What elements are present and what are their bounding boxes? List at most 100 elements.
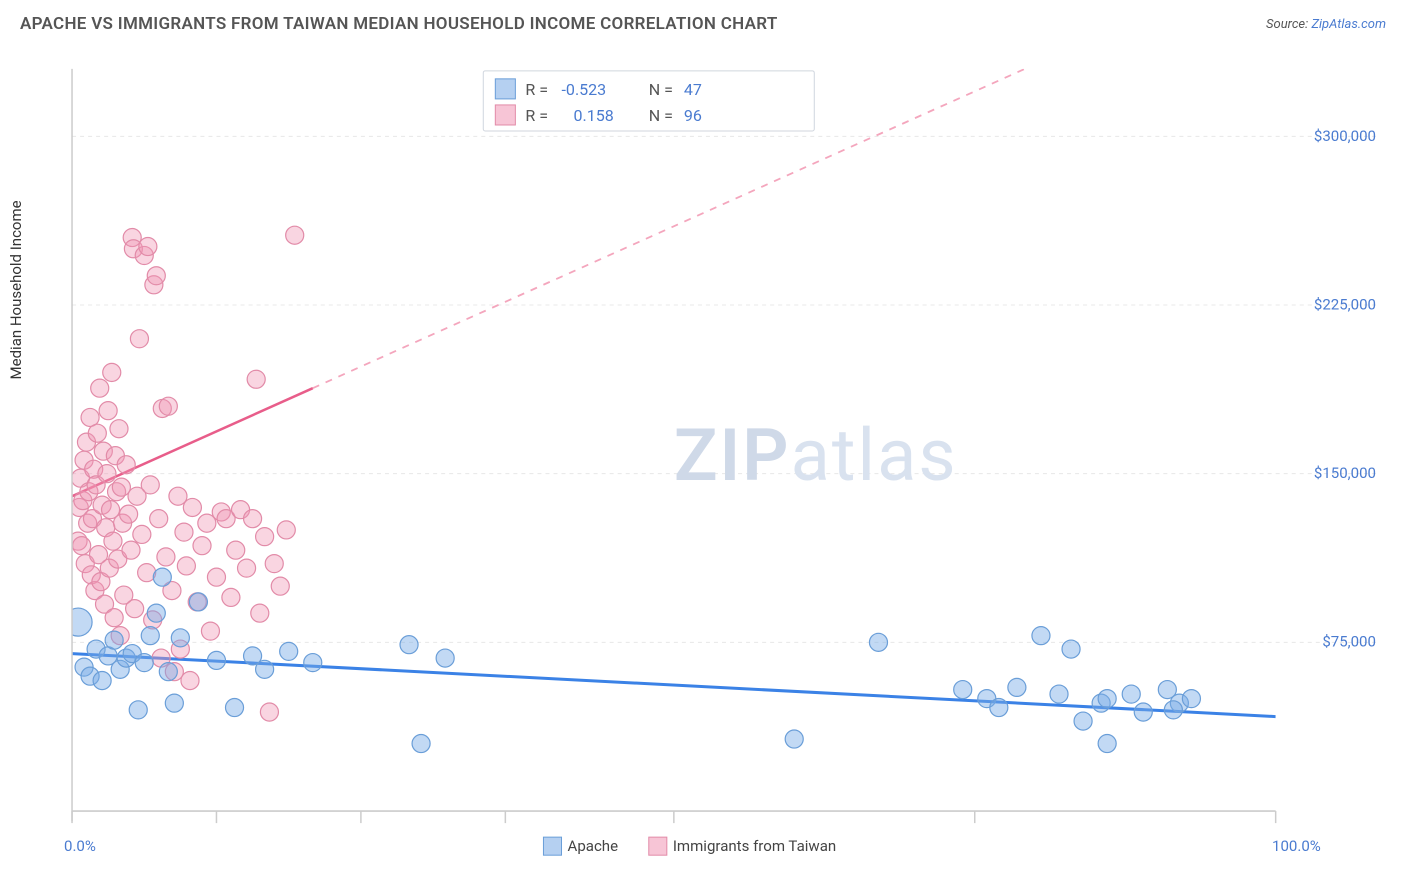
data-point [1008, 678, 1026, 696]
data-point [1164, 701, 1182, 719]
data-point [193, 537, 211, 555]
data-point [99, 402, 117, 420]
data-point [120, 505, 138, 523]
data-point [1182, 690, 1200, 708]
data-point [238, 559, 256, 577]
data-point [165, 694, 183, 712]
data-point [286, 226, 304, 244]
x-tick-min: 0.0% [64, 837, 96, 855]
data-point [88, 424, 106, 442]
svg-text:$75,000: $75,000 [1322, 633, 1376, 651]
data-point [175, 523, 193, 541]
data-point [98, 465, 116, 483]
data-point [1032, 627, 1050, 645]
data-point [1134, 703, 1152, 721]
data-point [222, 588, 240, 606]
data-point [110, 420, 128, 438]
data-point [869, 633, 887, 651]
data-point [256, 660, 274, 678]
r-value-apache: -0.523 [562, 80, 607, 99]
legend-label-taiwan: Immigrants from Taiwan [673, 837, 836, 855]
data-point [171, 629, 189, 647]
svg-text:N =: N = [649, 80, 673, 99]
data-point [91, 379, 109, 397]
scatter-plot: ZIPatlas $75,000 $150,000 $225,000 $ [62, 48, 1386, 872]
data-point [129, 701, 147, 719]
data-point [207, 568, 225, 586]
data-point [122, 541, 140, 559]
legend-swatch-apache [543, 837, 561, 855]
source-attribution: Source: ZipAtlas.com [1266, 17, 1386, 32]
data-point [225, 699, 243, 717]
chart-header: APACHE VS IMMIGRANTS FROM TAIWAN MEDIAN … [0, 0, 1406, 42]
data-point [157, 548, 175, 566]
y-tick-labels: $75,000 $150,000 $225,000 $300,000 [1314, 127, 1376, 651]
data-point [93, 672, 111, 690]
data-point [277, 521, 295, 539]
data-point [400, 636, 418, 654]
legend-label-apache: Apache [568, 837, 619, 855]
legend-swatch-taiwan [649, 837, 667, 855]
series-legend: Apache Immigrants from Taiwan [543, 837, 836, 855]
data-point [150, 510, 168, 528]
data-point [990, 699, 1008, 717]
data-point [181, 672, 199, 690]
data-point [1122, 685, 1140, 703]
data-point [256, 528, 274, 546]
data-point [147, 604, 165, 622]
data-point [265, 555, 283, 573]
data-point [247, 370, 265, 388]
chart-title: APACHE VS IMMIGRANTS FROM TAIWAN MEDIAN … [20, 14, 778, 34]
data-point [1050, 685, 1068, 703]
data-point [260, 703, 278, 721]
data-point [73, 537, 91, 555]
svg-text:R =: R = [525, 80, 548, 99]
data-point [177, 557, 195, 575]
data-point [436, 649, 454, 667]
source-link[interactable]: ZipAtlas.com [1311, 17, 1386, 32]
data-point [271, 577, 289, 595]
data-point [412, 735, 430, 753]
data-point [153, 568, 171, 586]
svg-text:R =: R = [525, 106, 548, 125]
data-point [103, 363, 121, 381]
data-point [251, 604, 269, 622]
n-value-apache: 47 [684, 80, 702, 99]
data-point [244, 510, 262, 528]
data-point [126, 600, 144, 618]
svg-text:$150,000: $150,000 [1314, 464, 1376, 482]
x-ticks [72, 811, 1276, 823]
data-point [785, 730, 803, 748]
data-point [112, 478, 130, 496]
data-point [159, 663, 177, 681]
data-point [64, 608, 92, 636]
svg-text:$225,000: $225,000 [1314, 296, 1376, 314]
x-tick-max: 100.0% [1272, 837, 1321, 855]
data-point [147, 267, 165, 285]
data-point [201, 622, 219, 640]
data-point [1098, 735, 1116, 753]
data-point [139, 238, 157, 256]
data-point [183, 498, 201, 516]
y-axis-label: Median Household Income [7, 200, 25, 379]
data-point [1098, 690, 1116, 708]
svg-text:$300,000: $300,000 [1314, 127, 1376, 145]
data-point [130, 330, 148, 348]
chart-area: Median Household Income ZIPatlas [20, 48, 1386, 872]
data-point [304, 654, 322, 672]
data-point [954, 681, 972, 699]
data-point [189, 593, 207, 611]
data-point [1074, 712, 1092, 730]
r-value-taiwan: 0.158 [574, 106, 614, 125]
source-prefix: Source: [1266, 17, 1311, 32]
stats-legend-box: R = -0.523 N = 47 R = 0.158 N = 96 [483, 71, 814, 131]
data-point [105, 631, 123, 649]
data-point [135, 654, 153, 672]
data-point [1062, 640, 1080, 658]
data-point [159, 397, 177, 415]
watermark-text: ZIPatlas [674, 413, 958, 498]
data-point [141, 476, 159, 494]
data-point [227, 541, 245, 559]
data-point [117, 456, 135, 474]
data-point [104, 532, 122, 550]
